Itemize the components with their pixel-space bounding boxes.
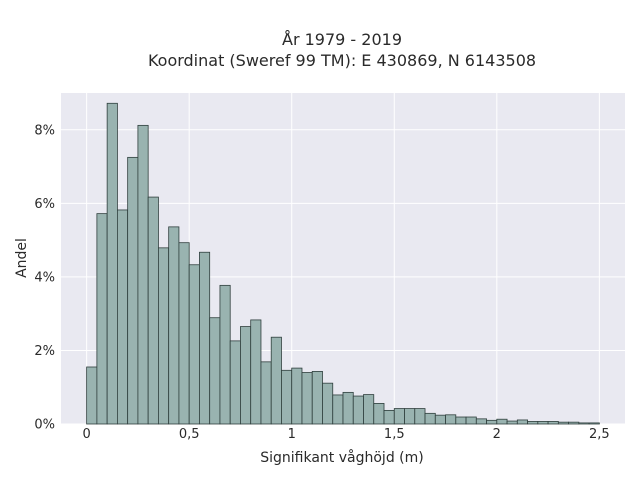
- histogram-bar: [414, 408, 426, 425]
- x-tick-label: 1,5: [384, 427, 405, 442]
- histogram-bar: [383, 409, 395, 425]
- histogram-bar: [568, 421, 580, 425]
- y-axis-ticks: 0% 2% 4% 6% 8%: [34, 123, 55, 432]
- histogram-bar: [547, 421, 559, 425]
- y-axis-label: Andel: [14, 238, 30, 278]
- histogram-bar: [250, 319, 262, 425]
- x-tick-label: 1: [288, 427, 296, 442]
- histogram-bar: [465, 416, 477, 425]
- histogram-bar: [578, 422, 590, 425]
- x-tick-label: 0,5: [179, 427, 200, 442]
- histogram-bar: [342, 391, 354, 425]
- histogram-bar: [455, 416, 467, 425]
- histogram-bar: [486, 419, 498, 425]
- histogram-bar: [209, 317, 221, 425]
- y-tick-label: 2%: [34, 344, 55, 359]
- histogram-bar: [106, 102, 118, 425]
- histogram-bar: [96, 213, 108, 425]
- histogram-bar: [496, 418, 508, 425]
- histogram-bar: [516, 419, 528, 425]
- x-tick-label: 2,5: [589, 427, 610, 442]
- x-axis-label: Signifikant våghöjd (m): [260, 449, 423, 466]
- histogram-bar: [281, 369, 293, 425]
- histogram-bar: [229, 340, 241, 425]
- histogram-bar: [147, 196, 159, 425]
- histogram-bar: [137, 124, 149, 425]
- bars: [86, 102, 600, 425]
- histogram-bar: [117, 209, 129, 425]
- histogram-bar: [322, 382, 334, 425]
- y-tick-label: 0%: [34, 418, 55, 433]
- histogram-bar: [168, 226, 180, 425]
- histogram-bar: [475, 418, 487, 425]
- histogram-bar: [527, 421, 539, 425]
- histogram-bar: [219, 284, 231, 425]
- histogram-bar: [86, 366, 98, 425]
- x-tick-label: 2: [493, 427, 501, 442]
- histogram-bar: [434, 414, 446, 425]
- chart-title-line-2: Koordinat (Sweref 99 TM): E 430869, N 61…: [148, 51, 536, 70]
- histogram-bar: [352, 395, 364, 425]
- histogram-bar: [557, 421, 570, 425]
- y-tick-label: 4%: [34, 270, 55, 285]
- histogram-bar: [363, 394, 375, 425]
- histogram-bar: [393, 408, 405, 425]
- histogram-bar: [178, 242, 190, 425]
- x-axis-ticks: 0 0,5 1 1,5 2 2,5: [82, 427, 609, 442]
- histogram-bar: [311, 371, 323, 425]
- histogram-bar: [537, 421, 549, 425]
- histogram-bar: [445, 414, 457, 425]
- histogram-bar: [332, 394, 344, 425]
- x-tick-label: 0: [82, 427, 90, 442]
- histogram-bar: [404, 408, 416, 425]
- histogram-bar: [260, 361, 272, 425]
- histogram-bar: [158, 247, 170, 425]
- y-tick-label: 8%: [34, 123, 55, 138]
- histogram-bar: [127, 156, 139, 425]
- histogram-bar: [588, 422, 600, 425]
- histogram-bar: [291, 367, 303, 425]
- histogram-bar: [188, 264, 200, 425]
- histogram-bar: [424, 412, 436, 425]
- histogram-bar: [270, 336, 282, 425]
- histogram-bar: [373, 403, 385, 425]
- histogram-bar: [506, 420, 518, 425]
- y-tick-label: 6%: [34, 197, 55, 212]
- histogram-bar: [240, 326, 252, 425]
- histogram-bar: [301, 372, 313, 425]
- chart-title-line-1: År 1979 - 2019: [282, 30, 402, 49]
- histogram-bar: [199, 251, 211, 425]
